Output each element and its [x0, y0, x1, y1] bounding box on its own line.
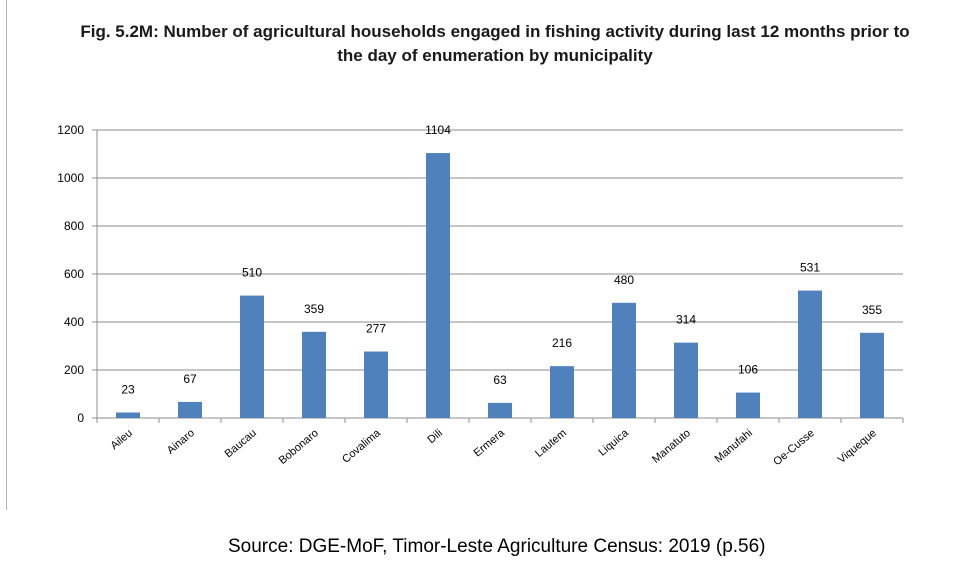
bar-baucau [240, 295, 264, 418]
x-tick-label: Dili [426, 427, 445, 446]
bar-bobonaro [302, 331, 326, 418]
y-tick-label: 200 [64, 363, 84, 377]
x-tick-label: Baucau [223, 427, 259, 460]
bar-manufahi [736, 392, 760, 418]
x-tick-label: Oe-Cusse [771, 427, 817, 468]
x-axis: Aileu Ainaro Baucau Bobonaro Covalima Dili Erm… [96, 417, 904, 468]
source-note: Source: DGE-MoF, Timor-Leste Agriculture… [228, 536, 766, 557]
gridlines [97, 129, 903, 371]
x-tick-label: Ermera [472, 427, 508, 460]
bars [116, 153, 884, 419]
x-tick-label: Ainaro [165, 427, 197, 457]
y-tick-label: 0 [77, 411, 84, 425]
bar-manatuto [674, 342, 698, 418]
data-label: 67 [183, 372, 197, 386]
bar-covalima [364, 351, 388, 418]
data-label: 355 [862, 303, 882, 317]
data-label: 106 [738, 363, 758, 377]
x-tick-label: Manatuto [650, 427, 693, 466]
x-tick-label: Aileu [108, 427, 134, 452]
data-label: 359 [304, 302, 324, 316]
bar-oe-cusse [798, 290, 822, 418]
frame-left-border [6, 0, 7, 510]
data-label: 510 [242, 266, 262, 280]
data-label: 216 [552, 336, 572, 350]
data-label: 314 [676, 313, 696, 327]
y-axis: 0 200 400 600 800 1000 1200 [57, 123, 98, 425]
x-tick-label: Lautem [533, 427, 569, 460]
x-tick-label: Covalima [340, 427, 384, 466]
data-label: 23 [121, 382, 135, 396]
x-tick-label: Bobonaro [277, 427, 321, 467]
y-tick-label: 600 [64, 267, 84, 281]
data-label: 63 [493, 373, 507, 387]
bar-dili [426, 153, 450, 419]
bar-liquica [612, 302, 636, 418]
x-tick-label: Manufahi [713, 427, 755, 465]
y-tick-label: 1200 [57, 123, 84, 137]
data-label: 480 [614, 273, 634, 287]
x-tick-label: Viqueque [836, 427, 879, 466]
bar-lautem [550, 366, 574, 418]
data-label: 1104 [425, 123, 451, 137]
bar-ainaro [178, 401, 202, 418]
data-labels: 23 67 510 359 277 1104 63 216 480 314 106 531 355 [121, 123, 882, 396]
y-tick-label: 400 [64, 315, 84, 329]
y-tick-label: 800 [64, 219, 84, 233]
bar-ermera [488, 402, 512, 418]
y-tick-label: 1000 [57, 171, 84, 185]
x-tick-label: Liquica [597, 427, 632, 459]
bar-aileu [116, 412, 140, 418]
data-label: 531 [800, 261, 820, 275]
chart-title: Fig. 5.2M: Number of agricultural househ… [80, 22, 910, 65]
bar-chart: 0 200 400 600 800 1000 1200 Aileu Ainaro Baucau B… [57, 123, 904, 468]
bar-viqueque [860, 332, 884, 418]
data-label: 277 [366, 322, 386, 336]
